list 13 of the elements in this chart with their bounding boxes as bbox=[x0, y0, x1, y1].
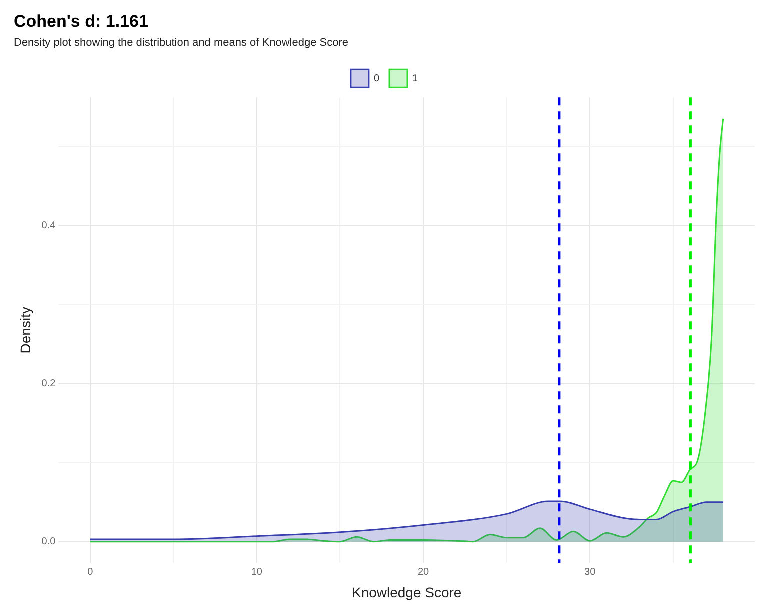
x-tick-label: 30 bbox=[584, 566, 596, 578]
x-tick-label: 10 bbox=[251, 566, 263, 578]
legend-label: 1 bbox=[412, 73, 418, 84]
x-tick-label: 0 bbox=[88, 566, 94, 578]
x-axis-title: Knowledge Score bbox=[352, 584, 462, 600]
x-tick-label: 20 bbox=[418, 566, 430, 578]
y-tick-label: 0.2 bbox=[42, 378, 56, 390]
y-axis-title: Density bbox=[17, 307, 34, 354]
y-tick-label: 0.4 bbox=[42, 220, 56, 232]
y-tick-label: 0.0 bbox=[42, 536, 56, 548]
chart-subtitle: Density plot showing the distribution and means of Knowledge Score bbox=[14, 37, 348, 50]
legend-label: 0 bbox=[374, 73, 380, 84]
chart-title: Cohen's d: 1.161 bbox=[14, 12, 148, 31]
